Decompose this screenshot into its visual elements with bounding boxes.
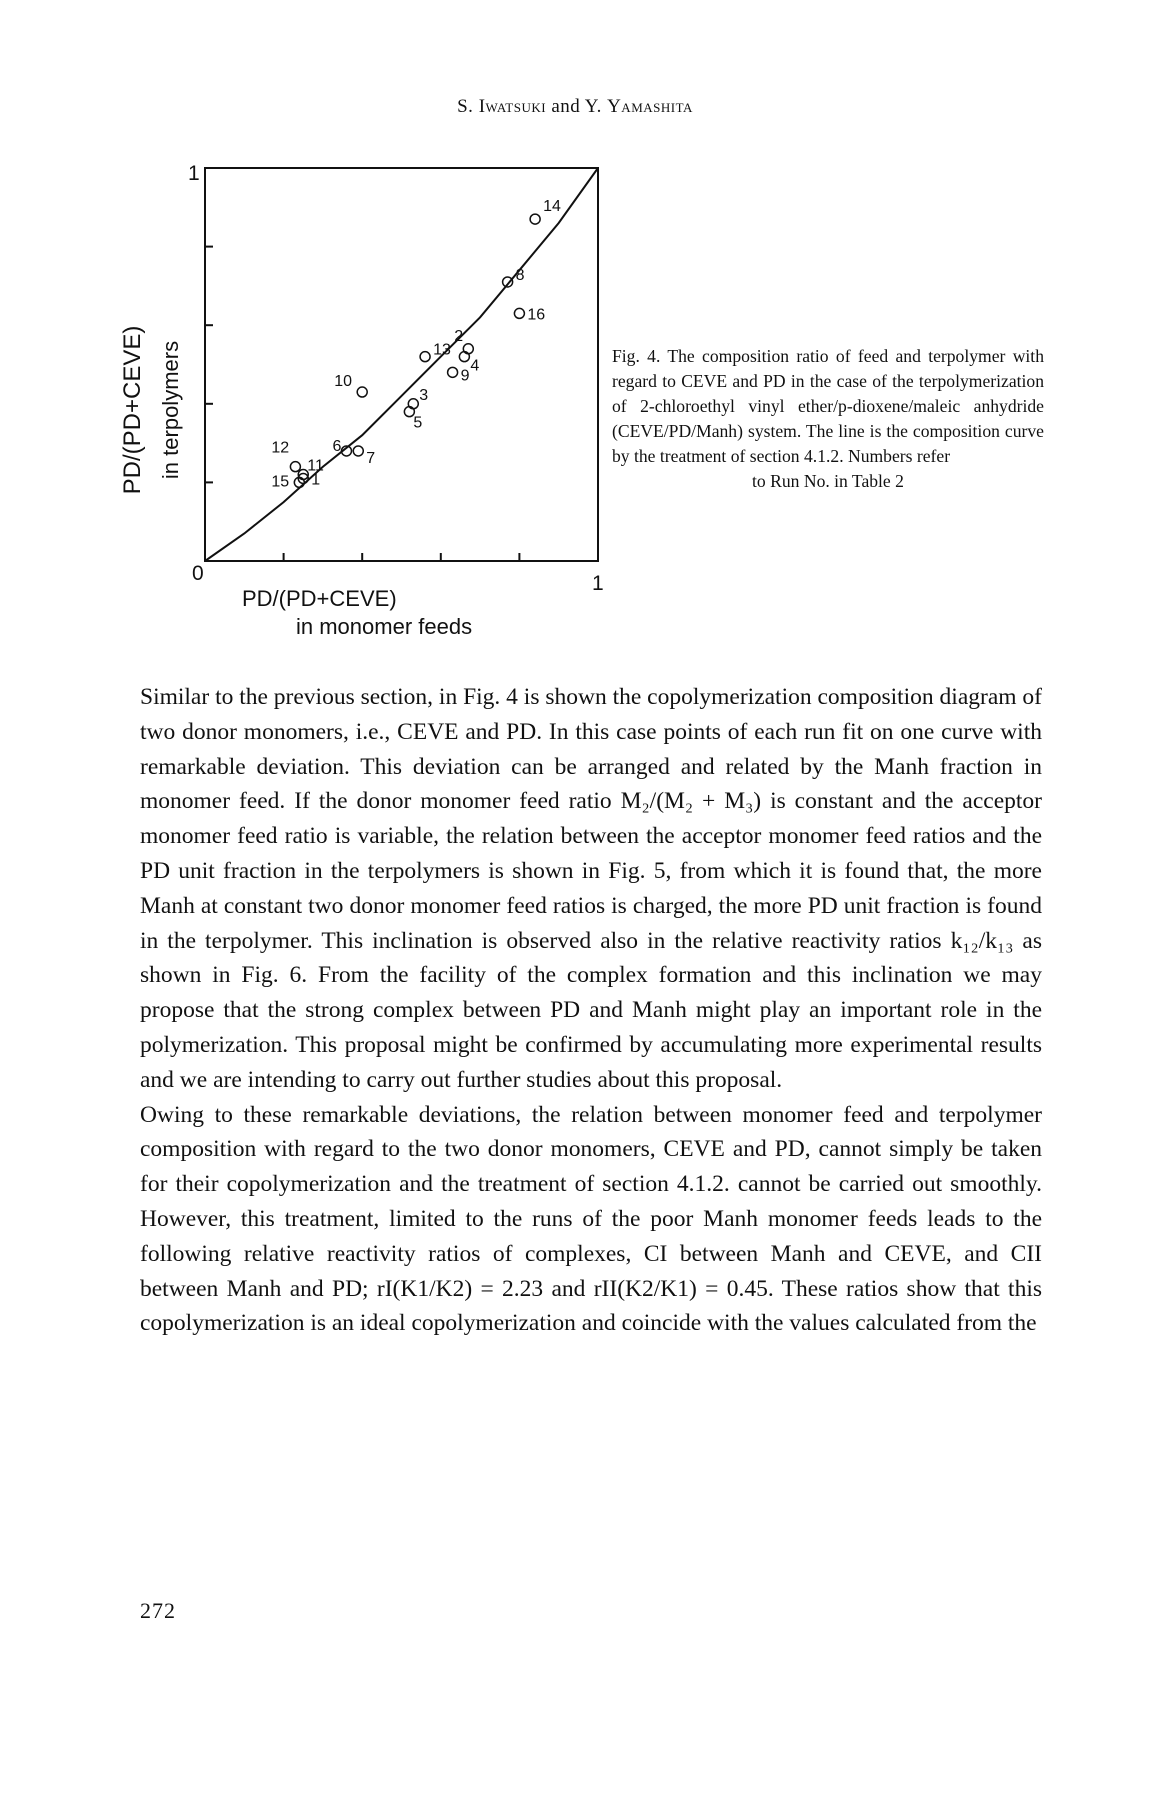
data-point-run-5: 5	[403, 405, 422, 432]
point-marker	[403, 405, 416, 418]
data-point-run-16: 16	[513, 306, 545, 323]
point-marker	[293, 476, 306, 489]
point-label: 7	[366, 450, 375, 467]
data-point-run-8: 8	[501, 267, 525, 288]
point-marker	[340, 445, 353, 457]
point-label: 13	[433, 342, 451, 359]
point-label: 9	[461, 367, 470, 384]
tick-origin: 0	[192, 562, 204, 585]
paragraph-2: Owing to these remarkable deviations, th…	[140, 1101, 1042, 1337]
x-axis-label-line2: in monomer feeds	[296, 614, 472, 639]
point-label: 12	[271, 440, 289, 457]
point-marker	[356, 386, 368, 398]
data-point-run-9: 9	[446, 366, 470, 384]
point-marker	[529, 213, 541, 225]
y-axis-label-line1: PD/(PD+CEVE)	[119, 326, 146, 495]
point-label: 11	[307, 458, 324, 475]
point-marker	[289, 460, 302, 473]
data-point-run-3: 3	[407, 387, 428, 410]
point-label: 4	[470, 358, 479, 375]
data-point-run-2: 2	[454, 328, 475, 355]
point-marker	[446, 366, 459, 379]
plot-frame	[204, 167, 599, 562]
body-text: Similar to the previous section, in Fig.…	[140, 680, 1042, 1341]
point-label: 14	[543, 198, 561, 215]
point-marker	[297, 472, 309, 485]
y-axis-label: PD/(PD+CEVE) in terpolymers	[119, 326, 183, 495]
page-number: 272	[140, 1598, 176, 1623]
point-label: 10	[334, 373, 352, 390]
data-point-run-12: 12	[271, 440, 302, 473]
author-1: Iwatsuki	[478, 96, 547, 117]
tick-y-top: 1	[188, 162, 200, 185]
data-point-run-13: 13	[419, 342, 451, 363]
data-point-run-1: 1	[297, 471, 320, 488]
tick-x-right: 1	[592, 572, 604, 595]
axis-ticks	[205, 245, 521, 561]
composition-curve	[204, 167, 599, 562]
point-label: 6	[332, 438, 341, 455]
running-header: S. Iwatsuki and Y. Yamashita	[0, 96, 1150, 118]
figure-4-chart: 1 0 1 PD/(PD+CEVE) in terpolymers PD/(PD…	[119, 162, 604, 639]
author-initial: S.	[457, 96, 479, 117]
x-axis-label-line1: PD/(PD+CEVE)	[242, 586, 397, 611]
point-label: 16	[527, 306, 545, 323]
author-joiner: and Y.	[546, 96, 608, 117]
data-point-run-6: 6	[332, 438, 353, 457]
data-point-run-15: 15	[271, 473, 306, 490]
caption-last-line: to Run No. in Table 2	[752, 471, 904, 491]
point-marker	[419, 350, 431, 363]
data-point-run-7: 7	[352, 445, 375, 467]
point-label: 2	[454, 328, 463, 345]
point-label: 1	[311, 471, 320, 488]
point-label: 3	[419, 387, 428, 404]
point-marker	[513, 307, 526, 320]
point-marker	[458, 350, 471, 363]
data-point-run-14: 14	[529, 198, 561, 225]
point-marker	[352, 445, 365, 457]
data-point-run-10: 10	[334, 373, 368, 398]
paragraph-1: Similar to the previous section, in Fig.…	[140, 684, 1043, 1093]
point-label: 5	[413, 415, 422, 432]
point-marker	[501, 276, 514, 288]
author-2: Yamashita	[607, 96, 693, 117]
caption-text: Fig. 4. The composition ratio of feed an…	[612, 346, 1044, 466]
point-label: 8	[516, 267, 525, 284]
figure-caption: Fig. 4. The composition ratio of feed an…	[612, 344, 1044, 494]
data-point-run-4: 4	[458, 350, 479, 375]
point-label: 15	[271, 473, 289, 490]
y-axis-label-line2: in terpolymers	[158, 341, 183, 479]
